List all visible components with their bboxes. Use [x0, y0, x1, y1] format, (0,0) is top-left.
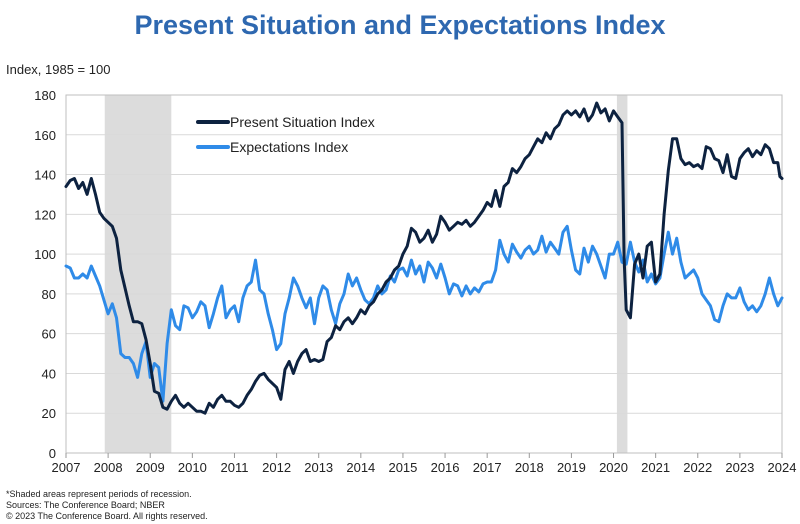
x-tick-label: 2015 [388, 460, 417, 475]
recession-band-1 [616, 95, 628, 453]
y-tick-label: 120 [34, 207, 56, 222]
x-tick-label: 2011 [220, 460, 248, 475]
y-tick-label: 60 [42, 327, 56, 342]
x-tick-label: 2021 [641, 460, 670, 475]
series-line-expectations [64, 224, 784, 403]
legend: Present Situation Index Expectations Inde… [196, 114, 375, 155]
gridlines [66, 134, 782, 414]
footnote-copyright: © 2023 The Conference Board. All rights … [6, 511, 208, 521]
x-tick-label: 2023 [725, 460, 754, 475]
x-tick-label: 2024 [768, 460, 797, 475]
y-tick-label: 100 [34, 247, 56, 262]
series-layer [64, 101, 784, 415]
footnote-recession: *Shaded areas represent periods of reces… [6, 489, 192, 499]
x-tick-label: 2016 [431, 460, 460, 475]
y-tick-label: 140 [34, 168, 56, 183]
footnote-sources: Sources: The Conference Board; NBER [6, 500, 165, 510]
recession-shading-layer [104, 95, 628, 453]
x-tick-label: 2010 [178, 460, 207, 475]
chart-title: Present Situation and Expectations Index [134, 10, 666, 40]
x-tick-label: 2012 [262, 460, 291, 475]
x-tick-label: 2013 [304, 460, 333, 475]
legend-label-1: Expectations Index [230, 139, 348, 155]
x-tick-label: 2017 [473, 460, 502, 475]
x-tick-label: 2008 [94, 460, 123, 475]
y-tick-label: 180 [34, 88, 56, 103]
y-axis-label: Index, 1985 = 100 [6, 62, 111, 77]
x-tick-label: 2007 [52, 460, 81, 475]
x-tick-label: 2020 [599, 460, 628, 475]
series-line-present-situation [64, 101, 784, 415]
x-tick-label: 2009 [136, 460, 165, 475]
x-tick-label: 2014 [346, 460, 375, 475]
y-tick-label: 20 [42, 406, 56, 421]
y-tick-label: 160 [34, 128, 56, 143]
legend-label-0: Present Situation Index [230, 114, 375, 130]
plot-area-border [65, 94, 783, 454]
y-tick-label: 80 [42, 287, 56, 302]
x-tick-label: 2022 [683, 460, 712, 475]
x-tick-label: 2018 [515, 460, 544, 475]
y-tick-label: 0 [49, 446, 56, 461]
x-tick-label: 2019 [557, 460, 586, 475]
y-tick-labels: 0 20 40 60 80 100 120 140 160 180 [34, 88, 56, 461]
y-tick-label: 40 [42, 366, 56, 381]
x-tick-labels: 2007 2008 2009 2010 2011 2012 2013 2014 2015 2016… [52, 453, 797, 475]
